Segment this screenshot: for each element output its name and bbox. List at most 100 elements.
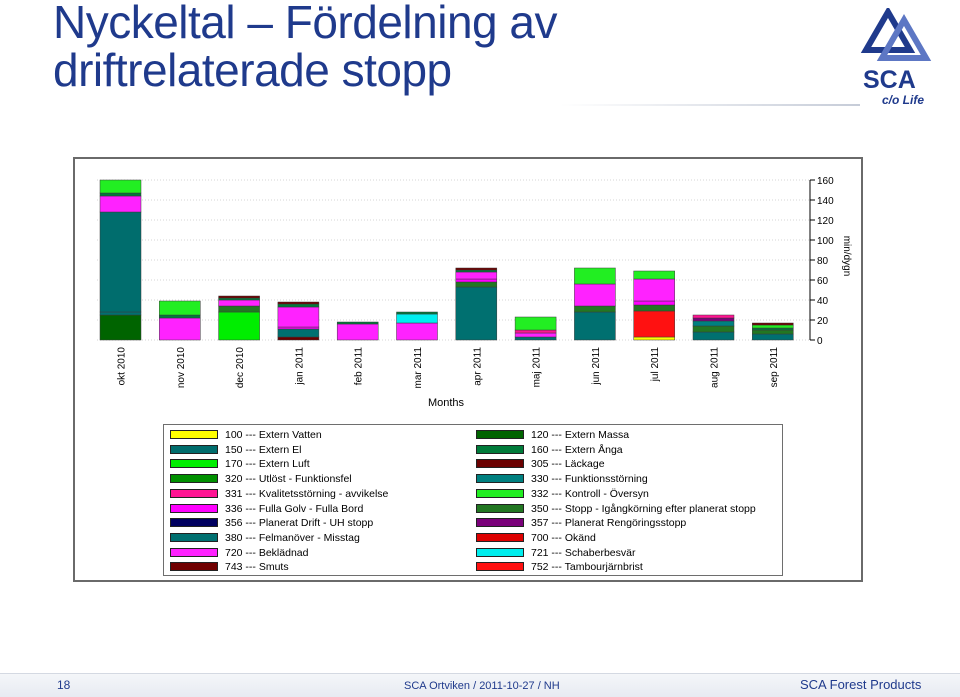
y-tick-label: 120 bbox=[817, 216, 834, 227]
x-tick-label: jan 2011 bbox=[294, 347, 305, 386]
legend-swatch bbox=[476, 430, 524, 439]
legend-swatch bbox=[170, 488, 218, 498]
y-tick-label: 0 bbox=[817, 336, 823, 347]
bar-segment bbox=[277, 326, 320, 330]
bar-segment bbox=[396, 322, 438, 341]
page-number: 18 bbox=[57, 678, 71, 692]
legend-label: 120 --- Extern Massa bbox=[531, 429, 630, 441]
bar-segment bbox=[752, 322, 794, 326]
slide-footer: 18 SCA Ortviken / 2011-10-27 / NH SCA Fo… bbox=[0, 673, 960, 697]
chart-legend: 100 --- Extern Vatten 150 --- Extern El 17… bbox=[163, 424, 783, 576]
bar-segment bbox=[277, 336, 320, 341]
bar-segment bbox=[277, 303, 320, 308]
bar-segment bbox=[277, 301, 320, 305]
bar-segment bbox=[455, 271, 498, 280]
bar-segment bbox=[574, 305, 616, 313]
stacked-bar-chart: 0 20 40 60 80 100 120 140 160 okt 2010 nov 2010 de… bbox=[97, 176, 852, 409]
bar-segment bbox=[218, 299, 260, 307]
bar-segment bbox=[692, 320, 735, 327]
legend-swatch bbox=[476, 444, 524, 454]
bar-segment bbox=[277, 328, 320, 338]
x-tick-label: jul 2011 bbox=[650, 347, 661, 383]
bar-segment bbox=[633, 270, 675, 280]
y-tick-label: 40 bbox=[817, 296, 829, 307]
legend-swatch bbox=[170, 547, 218, 557]
legend-swatch bbox=[476, 547, 524, 557]
legend-swatch bbox=[476, 518, 524, 528]
legend-label: 330 --- Funktionsstörning bbox=[531, 473, 648, 486]
bar-segment bbox=[218, 311, 260, 341]
bar-segment bbox=[514, 329, 557, 334]
legend-label: 752 --- Tambourjärnbrist bbox=[531, 561, 643, 574]
y-tick-label: 80 bbox=[817, 256, 829, 267]
sca-logo: SCA c/o Life bbox=[858, 6, 942, 108]
bar-segment bbox=[633, 310, 675, 338]
x-tick-label: dec 2010 bbox=[235, 347, 246, 389]
bar-segment bbox=[633, 300, 675, 306]
bar-segment bbox=[99, 192, 142, 197]
legend-label: 720 --- Beklädnad bbox=[225, 546, 309, 559]
legend-swatch bbox=[170, 444, 218, 454]
x-axis-title: Months bbox=[428, 397, 465, 409]
bar-segment bbox=[99, 211, 142, 313]
bar-segment bbox=[336, 323, 379, 341]
legend-label: 743 --- Smuts bbox=[225, 561, 289, 574]
bar-segment bbox=[574, 267, 616, 285]
bar-segment bbox=[99, 314, 142, 341]
legend-swatch bbox=[476, 562, 524, 572]
legend-label: 332 --- Kontroll - Översyn bbox=[531, 487, 649, 500]
bar-segment bbox=[692, 331, 735, 341]
legend-label: 350 --- Stopp - Igångkörning efter plane… bbox=[531, 502, 756, 515]
bar-segment bbox=[218, 295, 260, 299]
legend-label: 380 --- Felmanöver - Misstag bbox=[225, 531, 360, 544]
legend-label: 160 --- Extern Ånga bbox=[531, 443, 623, 456]
footer-company: SCA Forest Products bbox=[800, 677, 922, 692]
legend-label: 356 --- Planerat Drift - UH stopp bbox=[225, 517, 374, 530]
legend-label: 357 --- Planerat Rengöringsstopp bbox=[531, 517, 687, 530]
bar-segment bbox=[455, 286, 498, 341]
legend-label: 150 --- Extern El bbox=[225, 443, 302, 456]
bar-segment bbox=[159, 314, 201, 319]
bar-segment bbox=[633, 336, 675, 341]
x-tick-label: mar 2011 bbox=[413, 347, 424, 389]
x-tick-label: aug 2011 bbox=[710, 347, 721, 388]
legend-swatch bbox=[476, 459, 524, 469]
y-axis-title: min/dygn bbox=[841, 236, 852, 277]
bar-segment bbox=[752, 329, 794, 335]
y-axis: 0 20 40 60 80 100 120 140 160 bbox=[809, 176, 834, 347]
bar-segment bbox=[455, 267, 498, 271]
bar-segment bbox=[455, 278, 498, 283]
footer-center-text: SCA Ortviken / 2011-10-27 / NH bbox=[404, 680, 560, 692]
grid-lines bbox=[97, 179, 810, 341]
title-line-1: Nyckeltal – Fördelning av bbox=[53, 0, 557, 48]
bar-segment bbox=[752, 324, 794, 329]
y-tick-label: 60 bbox=[817, 276, 829, 287]
x-tick-label: feb 2011 bbox=[354, 347, 365, 386]
bar-segment bbox=[692, 314, 735, 319]
bar-segment bbox=[99, 179, 142, 194]
x-axis-labels: okt 2010 nov 2010 dec 2010 jan 2011 feb 2011… bbox=[117, 347, 780, 389]
y-tick-label: 160 bbox=[817, 176, 834, 187]
sca-logo-icon: SCA c/o Life bbox=[860, 6, 932, 107]
bar-segment bbox=[633, 304, 675, 312]
bar-segment bbox=[514, 316, 557, 331]
legend-swatch bbox=[170, 562, 218, 572]
bar-segment bbox=[574, 311, 616, 341]
logo-tagline-text: c/o Life bbox=[882, 93, 924, 107]
bar-segment bbox=[752, 333, 794, 341]
bar-segment bbox=[514, 332, 557, 338]
legend-swatch bbox=[170, 474, 218, 484]
x-tick-label: apr 2011 bbox=[472, 347, 483, 386]
bar-segment bbox=[218, 297, 260, 301]
chart-panel: 0 20 40 60 80 100 120 140 160 okt 2010 nov 2010 de… bbox=[73, 157, 863, 582]
legend-label: 100 --- Extern Vatten bbox=[225, 429, 322, 441]
title-divider bbox=[560, 104, 860, 106]
legend-label: 721 --- Schaberbesvär bbox=[531, 546, 636, 559]
bar-segment bbox=[218, 305, 260, 313]
y-tick-label: 20 bbox=[817, 316, 829, 327]
legend-label: 320 --- Utlöst - Funktionsfel bbox=[225, 473, 352, 486]
x-tick-label: maj 2011 bbox=[532, 347, 543, 388]
title-line-2: driftrelaterade stopp bbox=[53, 44, 452, 96]
x-tick-label: jun 2011 bbox=[591, 347, 602, 386]
bar-segment bbox=[514, 336, 557, 341]
